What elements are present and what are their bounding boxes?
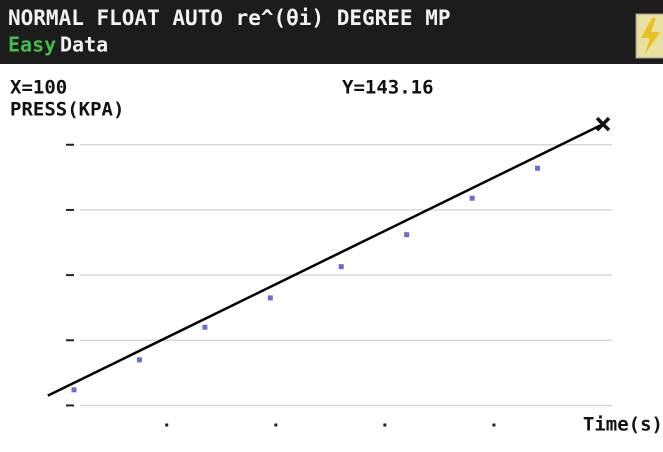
- mode-text: NORMAL FLOAT AUTO re^(θi) DEGREE MP: [8, 6, 451, 30]
- x-axis-label: Time(s): [583, 414, 663, 436]
- trace-x: X=100: [10, 77, 67, 99]
- trace-y: Y=143.16: [342, 77, 434, 99]
- data-point: [535, 166, 540, 171]
- data-point: [404, 232, 409, 237]
- data-point: [71, 387, 76, 392]
- data-point: [268, 295, 273, 300]
- app-name: Data: [60, 33, 108, 57]
- data-point: [137, 357, 142, 362]
- x-tick: [165, 424, 168, 427]
- data-point: [339, 264, 344, 269]
- y-axis-label: PRESS(KPA): [10, 99, 124, 121]
- battery-icon: [636, 14, 663, 58]
- data-point: [470, 196, 475, 201]
- app-prefix: Easy: [8, 33, 56, 57]
- x-tick: [383, 424, 386, 427]
- x-tick: [492, 424, 495, 427]
- calculator-screen: NORMAL FLOAT AUTO re^(θi) DEGREE MP Easy…: [0, 0, 663, 452]
- data-point: [202, 325, 207, 330]
- x-tick: [274, 424, 277, 427]
- trace-cursor: [597, 118, 609, 130]
- regression-line: [48, 124, 603, 396]
